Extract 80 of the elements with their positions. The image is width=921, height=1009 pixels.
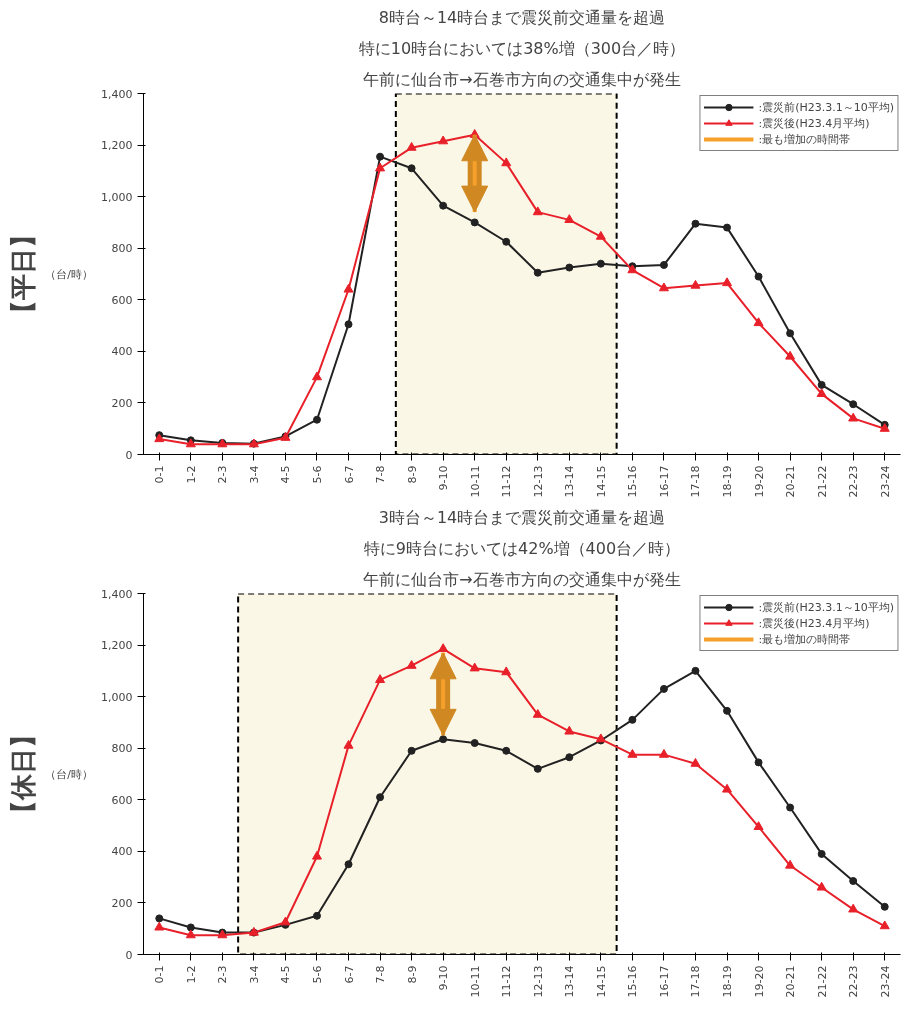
x-tick-label: 3-4 [247,465,261,484]
x-tick-label: 14-15 [594,465,608,498]
x-tick-label: 13-14 [563,465,577,498]
x-tick-label: 15-16 [626,965,640,998]
x-tick-label: 2-3 [216,465,230,484]
y-axis-title: （台/時） [45,767,94,781]
y-tick-label: 800 [111,242,133,256]
x-tick-label: 19-20 [752,465,766,498]
y-tick-label: 0 [125,948,133,962]
y-tick-label: 600 [111,293,133,307]
x-tick-label: 21-22 [815,465,829,498]
legend-label: :最も増加の時間帯 [758,631,851,647]
x-tick-label: 20-21 [784,465,798,498]
x-tick-label: 0-1 [153,465,167,484]
legend-label: :震災後(H23.4月平均) [758,615,870,631]
x-tick-label: 13-14 [563,965,577,998]
y-tick-label: 1,400 [101,87,133,101]
y-tick-label: 400 [111,845,133,859]
x-tick-label: 16-17 [657,965,671,998]
y-axis-title: （台/時） [45,267,94,281]
x-tick-label: 6-7 [342,965,356,984]
x-tick-label: 12-13 [531,465,545,498]
y-tick-label: 400 [111,345,133,359]
x-tick-label: 5-6 [310,465,324,484]
text: 3時台～14時台まで震災前交通量を超過 [378,507,666,527]
x-tick-label: 7-8 [374,465,388,484]
y-tick-label: 600 [111,793,133,807]
x-tick-label: 10-11 [468,965,482,998]
y-tick-label: 200 [111,396,133,410]
x-tick-label: 14-15 [594,965,608,998]
text: 特に9時台においては42%増（400台／時） [363,538,681,558]
x-tick-label: 18-19 [721,965,735,998]
x-tick-label: 10-11 [468,465,482,498]
x-tick-label: 19-20 [752,965,766,998]
text: 午前に仙台市→石巻市方向の交通集中が発生 [363,569,681,589]
legend-label: :震災前(H23.3.1～10平均) [758,599,894,615]
y-tick-label: 200 [111,896,133,910]
y-tick-label: 1,200 [101,139,133,153]
y-tick-label: 1,200 [101,639,133,653]
y-tick-label: 1,000 [101,190,133,204]
x-tick-label: 4-5 [279,465,293,484]
legend-label: :震災後(H23.4月平均) [758,115,870,131]
legend-label: :震災前(H23.3.1～10平均) [758,99,894,115]
y-tick-label: 1,000 [101,690,133,704]
x-tick-label: 1-2 [184,965,198,984]
x-tick-label: 8-9 [405,965,419,984]
x-tick-label: 3-4 [247,965,261,984]
x-tick-label: 9-10 [437,965,451,991]
text: 【休日】 [7,722,38,826]
x-tick-label: 17-18 [689,465,703,498]
y-tick-label: 1,400 [101,587,133,601]
x-tick-label: 15-16 [626,465,640,498]
x-tick-label: 0-1 [153,965,167,984]
x-tick-label: 12-13 [531,965,545,998]
text: 【平日】 [7,222,38,326]
x-tick-label: 23-24 [878,965,892,998]
x-tick-label: 7-8 [374,965,388,984]
x-tick-label: 2-3 [216,965,230,984]
x-tick-label: 6-7 [342,465,356,484]
x-tick-label: 20-21 [784,965,798,998]
x-tick-label: 21-22 [815,965,829,998]
text: 午前に仙台市→石巻市方向の交通集中が発生 [363,69,681,89]
x-tick-label: 9-10 [437,465,451,491]
y-tick-label: 800 [111,742,133,756]
x-tick-label: 22-23 [847,965,861,998]
legend-label: :最も増加の時間帯 [758,131,851,147]
x-tick-label: 1-2 [184,465,198,484]
x-tick-label: 23-24 [878,465,892,498]
x-tick-label: 22-23 [847,465,861,498]
x-tick-label: 11-12 [500,465,514,498]
y-tick-label: 0 [125,448,133,462]
x-tick-label: 11-12 [500,965,514,998]
text: 特に10時台においては38%増（300台／時） [358,38,686,58]
x-tick-label: 17-18 [689,965,703,998]
x-tick-label: 8-9 [405,465,419,484]
text: 8時台～14時台まで震災前交通量を超過 [378,7,666,27]
x-tick-label: 16-17 [657,465,671,498]
x-tick-label: 4-5 [279,965,293,984]
x-tick-label: 18-19 [721,465,735,498]
x-tick-label: 5-6 [310,965,324,984]
